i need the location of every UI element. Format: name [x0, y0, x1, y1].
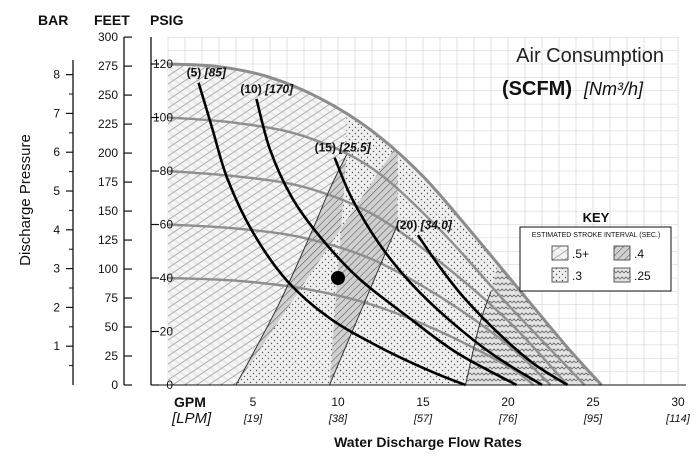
legend-swatch-diamond: [551, 245, 569, 261]
air-curve-label-metric: [25.5]: [338, 141, 371, 155]
feet-tick-label: 300: [98, 30, 118, 44]
feet-tick-label: 125: [98, 233, 118, 247]
legend-swatch-zigzag: [613, 267, 631, 283]
psig-tick-label: 20: [160, 325, 174, 339]
bar-header: BAR: [38, 12, 68, 28]
air-curve-2: [333, 157, 543, 387]
feet-tick-label: 0: [111, 378, 118, 392]
air-curve-label-metric: [34.0]: [420, 218, 453, 232]
pressure-curves: [167, 116, 586, 386]
x-tick-gpm: 25: [586, 395, 600, 409]
psig-tick-label: 80: [160, 164, 174, 178]
x-tick-lpm: [76]: [498, 413, 518, 425]
legend-subtitle: ESTIMATED STROKE INTERVAL (SEC.): [532, 232, 660, 239]
air-curve-label-metric: [85]: [204, 66, 227, 80]
x-tick-lpm: [19]: [243, 413, 263, 425]
x-tick-gpm: 5: [250, 395, 257, 409]
feet-tick-label: 175: [98, 175, 118, 189]
air-curve-label: (10) [170]: [240, 82, 294, 96]
feet-tick-label: 225: [98, 117, 118, 131]
psig-tick-label: 40: [160, 271, 174, 285]
x-axis-title: Water Discharge Flow Rates: [334, 434, 522, 450]
x-tick-gpm: 15: [416, 395, 430, 409]
air-consumption-labels: (5) [85] (10) [170] (15) [25.5] (20) [34.0]: [187, 66, 453, 232]
feet-tick-label: 25: [105, 349, 119, 363]
air-curve-label: (5) [85]: [187, 66, 227, 80]
legend-box: [519, 226, 672, 292]
air-curve-1: [255, 98, 518, 387]
legend-label-3: .3: [572, 269, 582, 283]
feet-tick-label: 200: [98, 146, 118, 160]
x-axis-ticks: 5 [19] 10 [38] 15 [57] 20 [76] 25 [95] 30 [114]: [243, 395, 691, 425]
feet-tick-label: 150: [98, 204, 118, 218]
psig-tick-label: 0: [166, 378, 173, 392]
operating-point-marker: [331, 271, 345, 285]
chart-subtitle-italic: [Nm³/h]: [583, 79, 644, 99]
chart-subtitle-bold: (SCFM): [502, 78, 572, 100]
air-curve-label: (15) [25.5]: [315, 141, 372, 155]
feet-tick-label: 100: [98, 262, 118, 276]
x-tick-gpm: 30: [671, 395, 685, 409]
air-curve-label-scfm: (5): [187, 66, 205, 80]
feet-tick-label: 275: [98, 59, 118, 73]
legend-key: KEY ESTIMATED STROKE INTERVAL (SEC.) .5+…: [519, 210, 672, 292]
x-tick-gpm: 10: [331, 395, 345, 409]
pressure-curve-60: [167, 223, 552, 386]
psig-tick-label: 120: [153, 57, 173, 71]
x-tick-lpm: [57]: [413, 413, 433, 425]
x-unit-lpm: [LPM]: [171, 410, 212, 427]
psig-tick-label: 60: [160, 218, 174, 232]
bar-tick-label: 3: [53, 262, 60, 276]
bar-tick-label: 8: [53, 68, 60, 82]
pressure-curve-100: [167, 116, 586, 386]
x-tick-lpm: [38]: [328, 413, 348, 425]
bar-tick-label: 6: [53, 145, 60, 159]
legend-label-1: .5+: [572, 247, 589, 261]
stroke-interval-boundaries: [235, 154, 492, 386]
air-consumption-curves: [197, 82, 569, 387]
air-curve-0: [197, 82, 466, 387]
pressure-curve-40: [167, 276, 535, 386]
air-curve-label-scfm: (15): [315, 141, 340, 155]
legend-label-4: .25: [634, 269, 651, 283]
air-curve-label-metric: [170]: [264, 82, 294, 96]
bar-tick-label: 5: [53, 184, 60, 198]
chart-title: Air Consumption: [516, 45, 664, 67]
psig-header: PSIG: [150, 12, 184, 28]
legend-title: KEY: [583, 210, 610, 225]
pressure-curve-80: [167, 169, 569, 386]
bar-tick-label: 4: [53, 223, 60, 237]
x-tick-gpm: 20: [501, 395, 515, 409]
stroke-boundary-line: [235, 154, 347, 386]
legend-label-2: .4: [634, 247, 644, 261]
bar-tick-label: 7: [53, 106, 60, 120]
stroke-boundary-line: [465, 291, 492, 386]
air-curve-label: (20) [34.0]: [396, 218, 453, 232]
air-curve-label-scfm: (20): [396, 218, 421, 232]
y-axis-ticks: 0204060801001200255075100125150175200225…: [53, 30, 173, 392]
bar-tick-label: 2: [53, 300, 60, 314]
stroke-region-hatch: [236, 144, 398, 385]
y-axis-title: Discharge Pressure: [17, 134, 34, 266]
legend-swatch-dots: [551, 267, 569, 283]
stroke-region-diamond: [168, 64, 347, 385]
performance-envelope-line: [167, 62, 603, 387]
legend-swatch-hatch: [613, 245, 631, 261]
air-curve-label-scfm: (10): [240, 82, 265, 96]
air-curve-3: [416, 234, 569, 387]
x-tick-lpm: [95]: [583, 413, 603, 425]
feet-header: FEET: [94, 12, 130, 28]
x-tick-lpm: [114]: [665, 413, 691, 425]
stroke-boundary-line: [329, 224, 398, 386]
feet-tick-label: 50: [105, 320, 119, 334]
bar-tick-label: 1: [53, 339, 60, 353]
psig-tick-label: 100: [153, 111, 173, 125]
feet-tick-label: 250: [98, 88, 118, 102]
feet-tick-label: 75: [105, 291, 119, 305]
x-unit-gpm: GPM: [174, 394, 206, 410]
